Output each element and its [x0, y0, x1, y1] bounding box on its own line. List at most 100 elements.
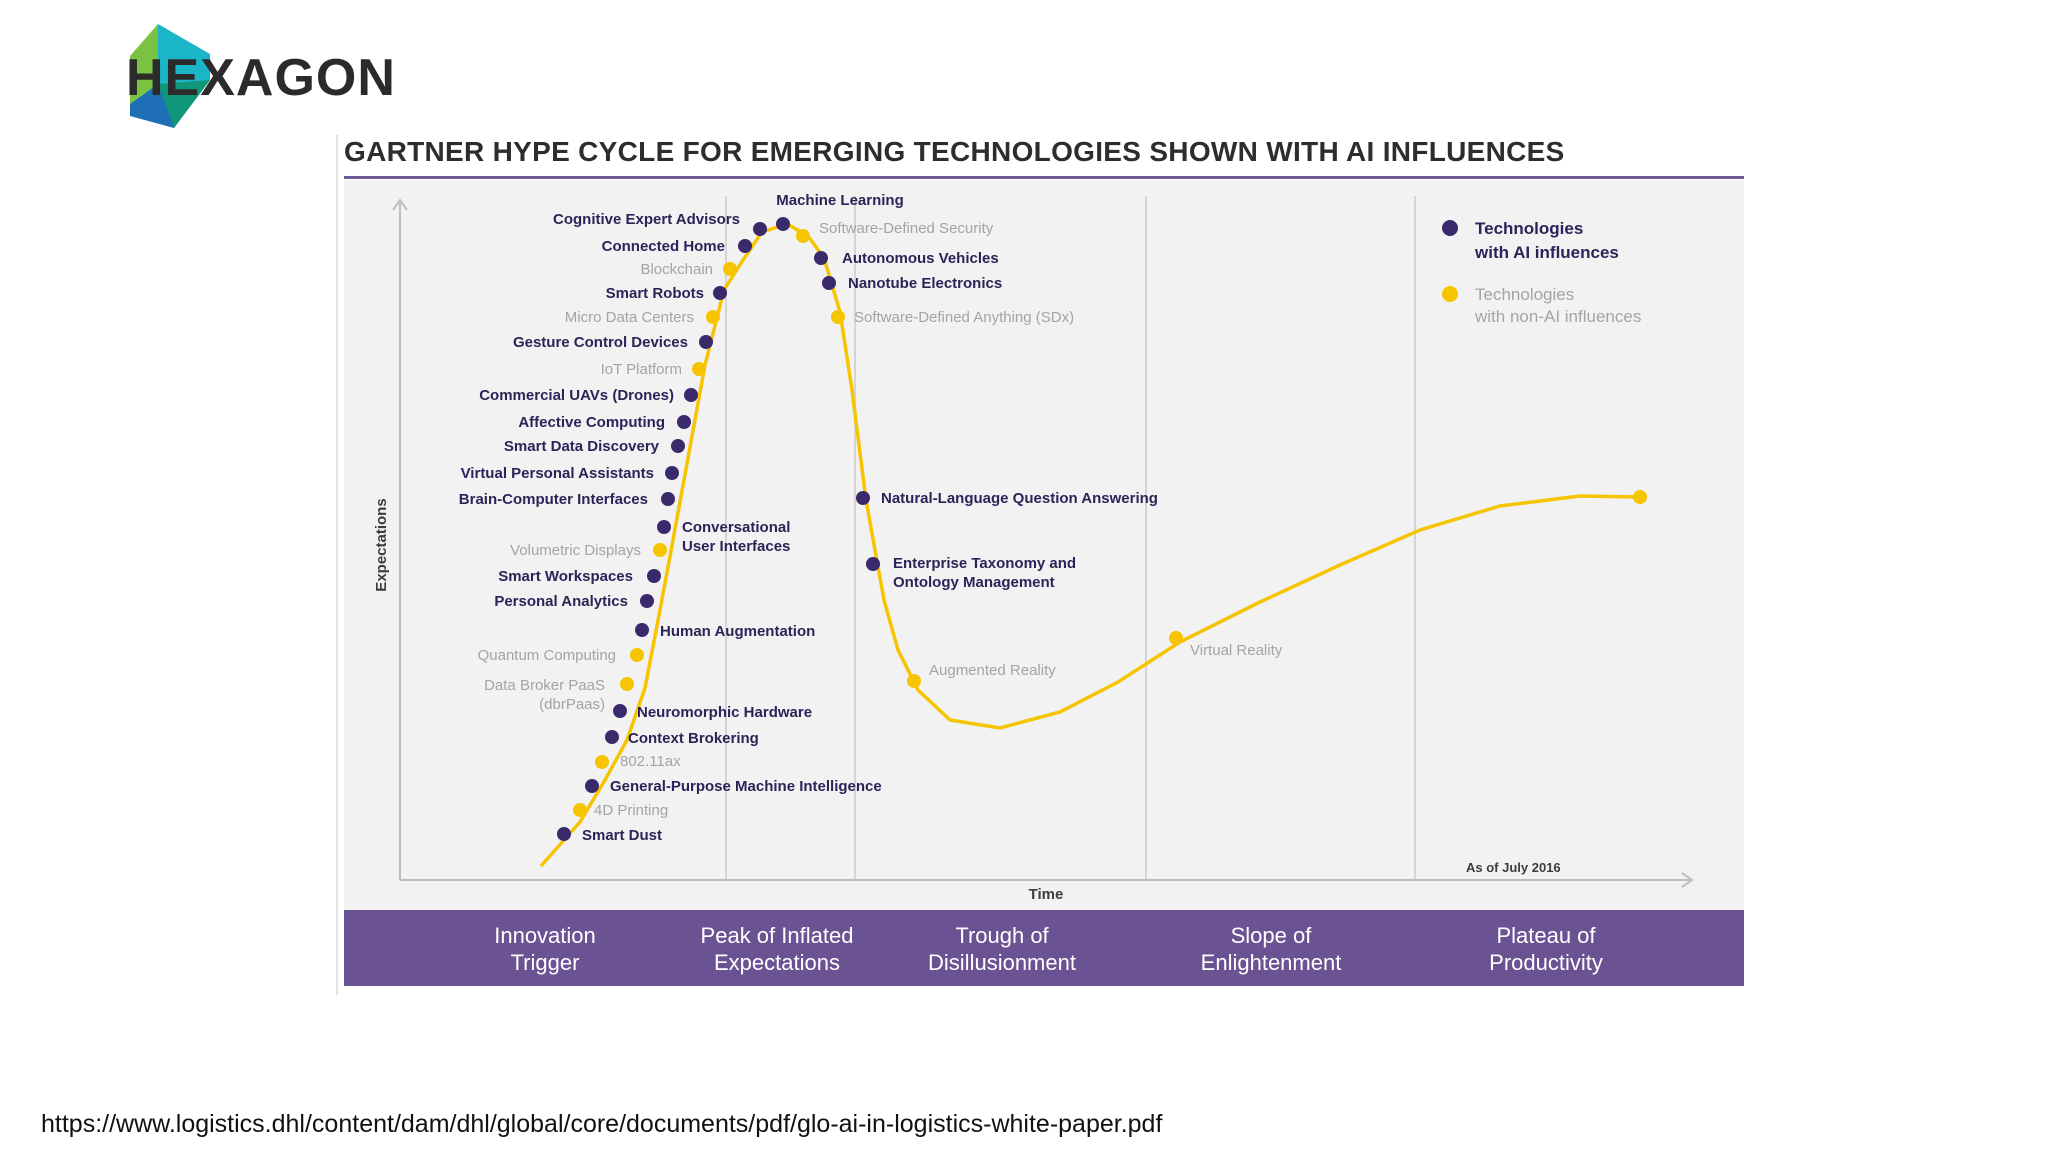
tech-label: Natural-Language Question Answering — [881, 490, 1158, 507]
tech-marker: Machine Learning — [776, 192, 904, 231]
ai-tech-dot — [699, 335, 713, 349]
tech-label: (dbrPaas) — [539, 696, 605, 713]
tech-marker: Quantum Computing — [478, 647, 644, 664]
ai-tech-dot — [776, 217, 790, 231]
tech-marker: Data Broker PaaS (dbrPaas) — [484, 677, 634, 713]
tech-marker: Autonomous Vehicles — [814, 250, 999, 267]
non-ai-tech-dot — [1169, 631, 1183, 645]
tech-marker: Smart Data Discovery — [504, 438, 685, 455]
legend: Technologies with AI influences Technolo… — [1442, 219, 1641, 326]
tech-marker: Enterprise Taxonomy and Ontology Manageme… — [866, 555, 1076, 591]
phase-separators — [725, 196, 1416, 880]
legend-non-ai-label-2: with non-AI influences — [1474, 307, 1641, 326]
tech-marker: Augmented Reality — [907, 662, 1056, 688]
tech-marker: Brain-Computer Interfaces — [459, 491, 675, 508]
technology-markers: Smart Dust 4D Printing General-Purpose Mac… — [459, 192, 1283, 844]
tech-marker: Gesture Control Devices — [513, 334, 713, 351]
non-ai-tech-dot — [706, 310, 720, 324]
tech-label: General-Purpose Machine Intelligence — [610, 778, 882, 795]
tech-label: Virtual Personal Assistants — [461, 465, 654, 482]
ai-tech-dot — [635, 623, 649, 637]
tech-label: User Interfaces — [682, 538, 790, 555]
ai-tech-dot — [738, 239, 752, 253]
ai-tech-dot — [665, 466, 679, 480]
tech-marker: Commercial UAVs (Drones) — [479, 387, 698, 404]
tech-label: Connected Home — [602, 238, 725, 255]
tech-label: Augmented Reality — [929, 662, 1056, 679]
tech-label: Software-Defined Security — [819, 220, 994, 237]
non-ai-tech-dot — [831, 310, 845, 324]
title-underline — [344, 176, 1744, 179]
tech-marker: 4D Printing — [573, 802, 668, 819]
tech-label: Gesture Control Devices — [513, 334, 688, 351]
tech-label: Affective Computing — [518, 414, 665, 431]
tech-marker: Cognitive Expert Advisors — [553, 211, 767, 236]
tech-marker: Personal Analytics — [494, 593, 654, 610]
non-ai-tech-dot — [692, 362, 706, 376]
tech-label: Volumetric Displays — [510, 542, 641, 559]
non-ai-tech-dot — [573, 803, 587, 817]
tech-label: Commercial UAVs (Drones) — [479, 387, 674, 404]
x-axis-label: Time — [1029, 886, 1064, 903]
phase-slope: Slope of Enlightenment — [1200, 923, 1342, 975]
ai-tech-dot — [856, 491, 870, 505]
tech-label: Enterprise Taxonomy and — [893, 555, 1076, 572]
phase-band: Innovation Trigger Peak of Inflated Expe… — [344, 910, 1744, 986]
legend-non-ai-dot — [1442, 286, 1458, 302]
tech-label: Software-Defined Anything (SDx) — [854, 309, 1074, 326]
non-ai-tech-dot — [796, 229, 810, 243]
tech-label: Autonomous Vehicles — [842, 250, 999, 267]
legend-ai-label-2: with AI influences — [1474, 243, 1619, 262]
tech-label: Personal Analytics — [494, 593, 628, 610]
ai-tech-dot — [605, 730, 619, 744]
tech-label: Neuromorphic Hardware — [637, 704, 812, 721]
tech-marker: Blockchain — [640, 261, 737, 278]
ai-tech-dot — [613, 704, 627, 718]
tech-label: Context Brokering — [628, 730, 759, 747]
tech-marker: Virtual Reality — [1169, 631, 1283, 659]
phase-plateau: Plateau of Productivity — [1489, 923, 1603, 975]
left-rule — [336, 135, 338, 995]
source-url: https://www.logistics.dhl/content/dam/dh… — [41, 1110, 1163, 1138]
tech-label: Smart Workspaces — [498, 568, 633, 585]
tech-marker: 802.11ax — [595, 753, 681, 770]
ai-tech-dot — [753, 222, 767, 236]
tech-label: Smart Robots — [606, 285, 704, 302]
ai-tech-dot — [661, 492, 675, 506]
tech-label: Machine Learning — [776, 192, 904, 209]
hexagon-logo-icon — [130, 24, 210, 128]
tech-label: Smart Dust — [582, 827, 662, 844]
phase-trough: Trough of Disillusionment — [928, 923, 1076, 975]
non-ai-tech-dot — [653, 543, 667, 557]
ai-tech-dot — [671, 439, 685, 453]
tech-label: Ontology Management — [893, 574, 1055, 591]
tech-marker: Micro Data Centers — [565, 309, 720, 326]
tech-label: Cognitive Expert Advisors — [553, 211, 740, 228]
tech-marker: Virtual Personal Assistants — [461, 465, 679, 482]
ai-tech-dot — [557, 827, 571, 841]
non-ai-tech-dot — [595, 755, 609, 769]
hype-curve — [539, 222, 1641, 868]
ai-tech-dot — [814, 251, 828, 265]
tech-marker: Smart Robots — [606, 285, 727, 302]
legend-ai-label-1: Technologies — [1475, 219, 1583, 238]
tech-label: Brain-Computer Interfaces — [459, 491, 648, 508]
tech-marker: IoT Platform — [601, 361, 706, 378]
ai-tech-dot — [866, 557, 880, 571]
tech-marker: Software-Defined Security — [796, 220, 994, 243]
non-ai-tech-dot — [630, 648, 644, 662]
tech-label: Nanotube Electronics — [848, 275, 1002, 292]
ai-tech-dot — [657, 520, 671, 534]
tech-label: Virtual Reality — [1190, 642, 1283, 659]
tech-marker: Nanotube Electronics — [822, 275, 1002, 292]
tech-label: Data Broker PaaS — [484, 677, 605, 694]
tech-marker: Human Augmentation — [635, 623, 815, 640]
tech-label: Micro Data Centers — [565, 309, 694, 326]
as-of-note: As of July 2016 — [1466, 860, 1561, 875]
tech-label: Smart Data Discovery — [504, 438, 660, 455]
tech-marker: Affective Computing — [518, 414, 691, 431]
tech-label: IoT Platform — [601, 361, 682, 378]
non-ai-tech-dot — [907, 674, 921, 688]
tech-marker: Neuromorphic Hardware — [613, 704, 812, 721]
